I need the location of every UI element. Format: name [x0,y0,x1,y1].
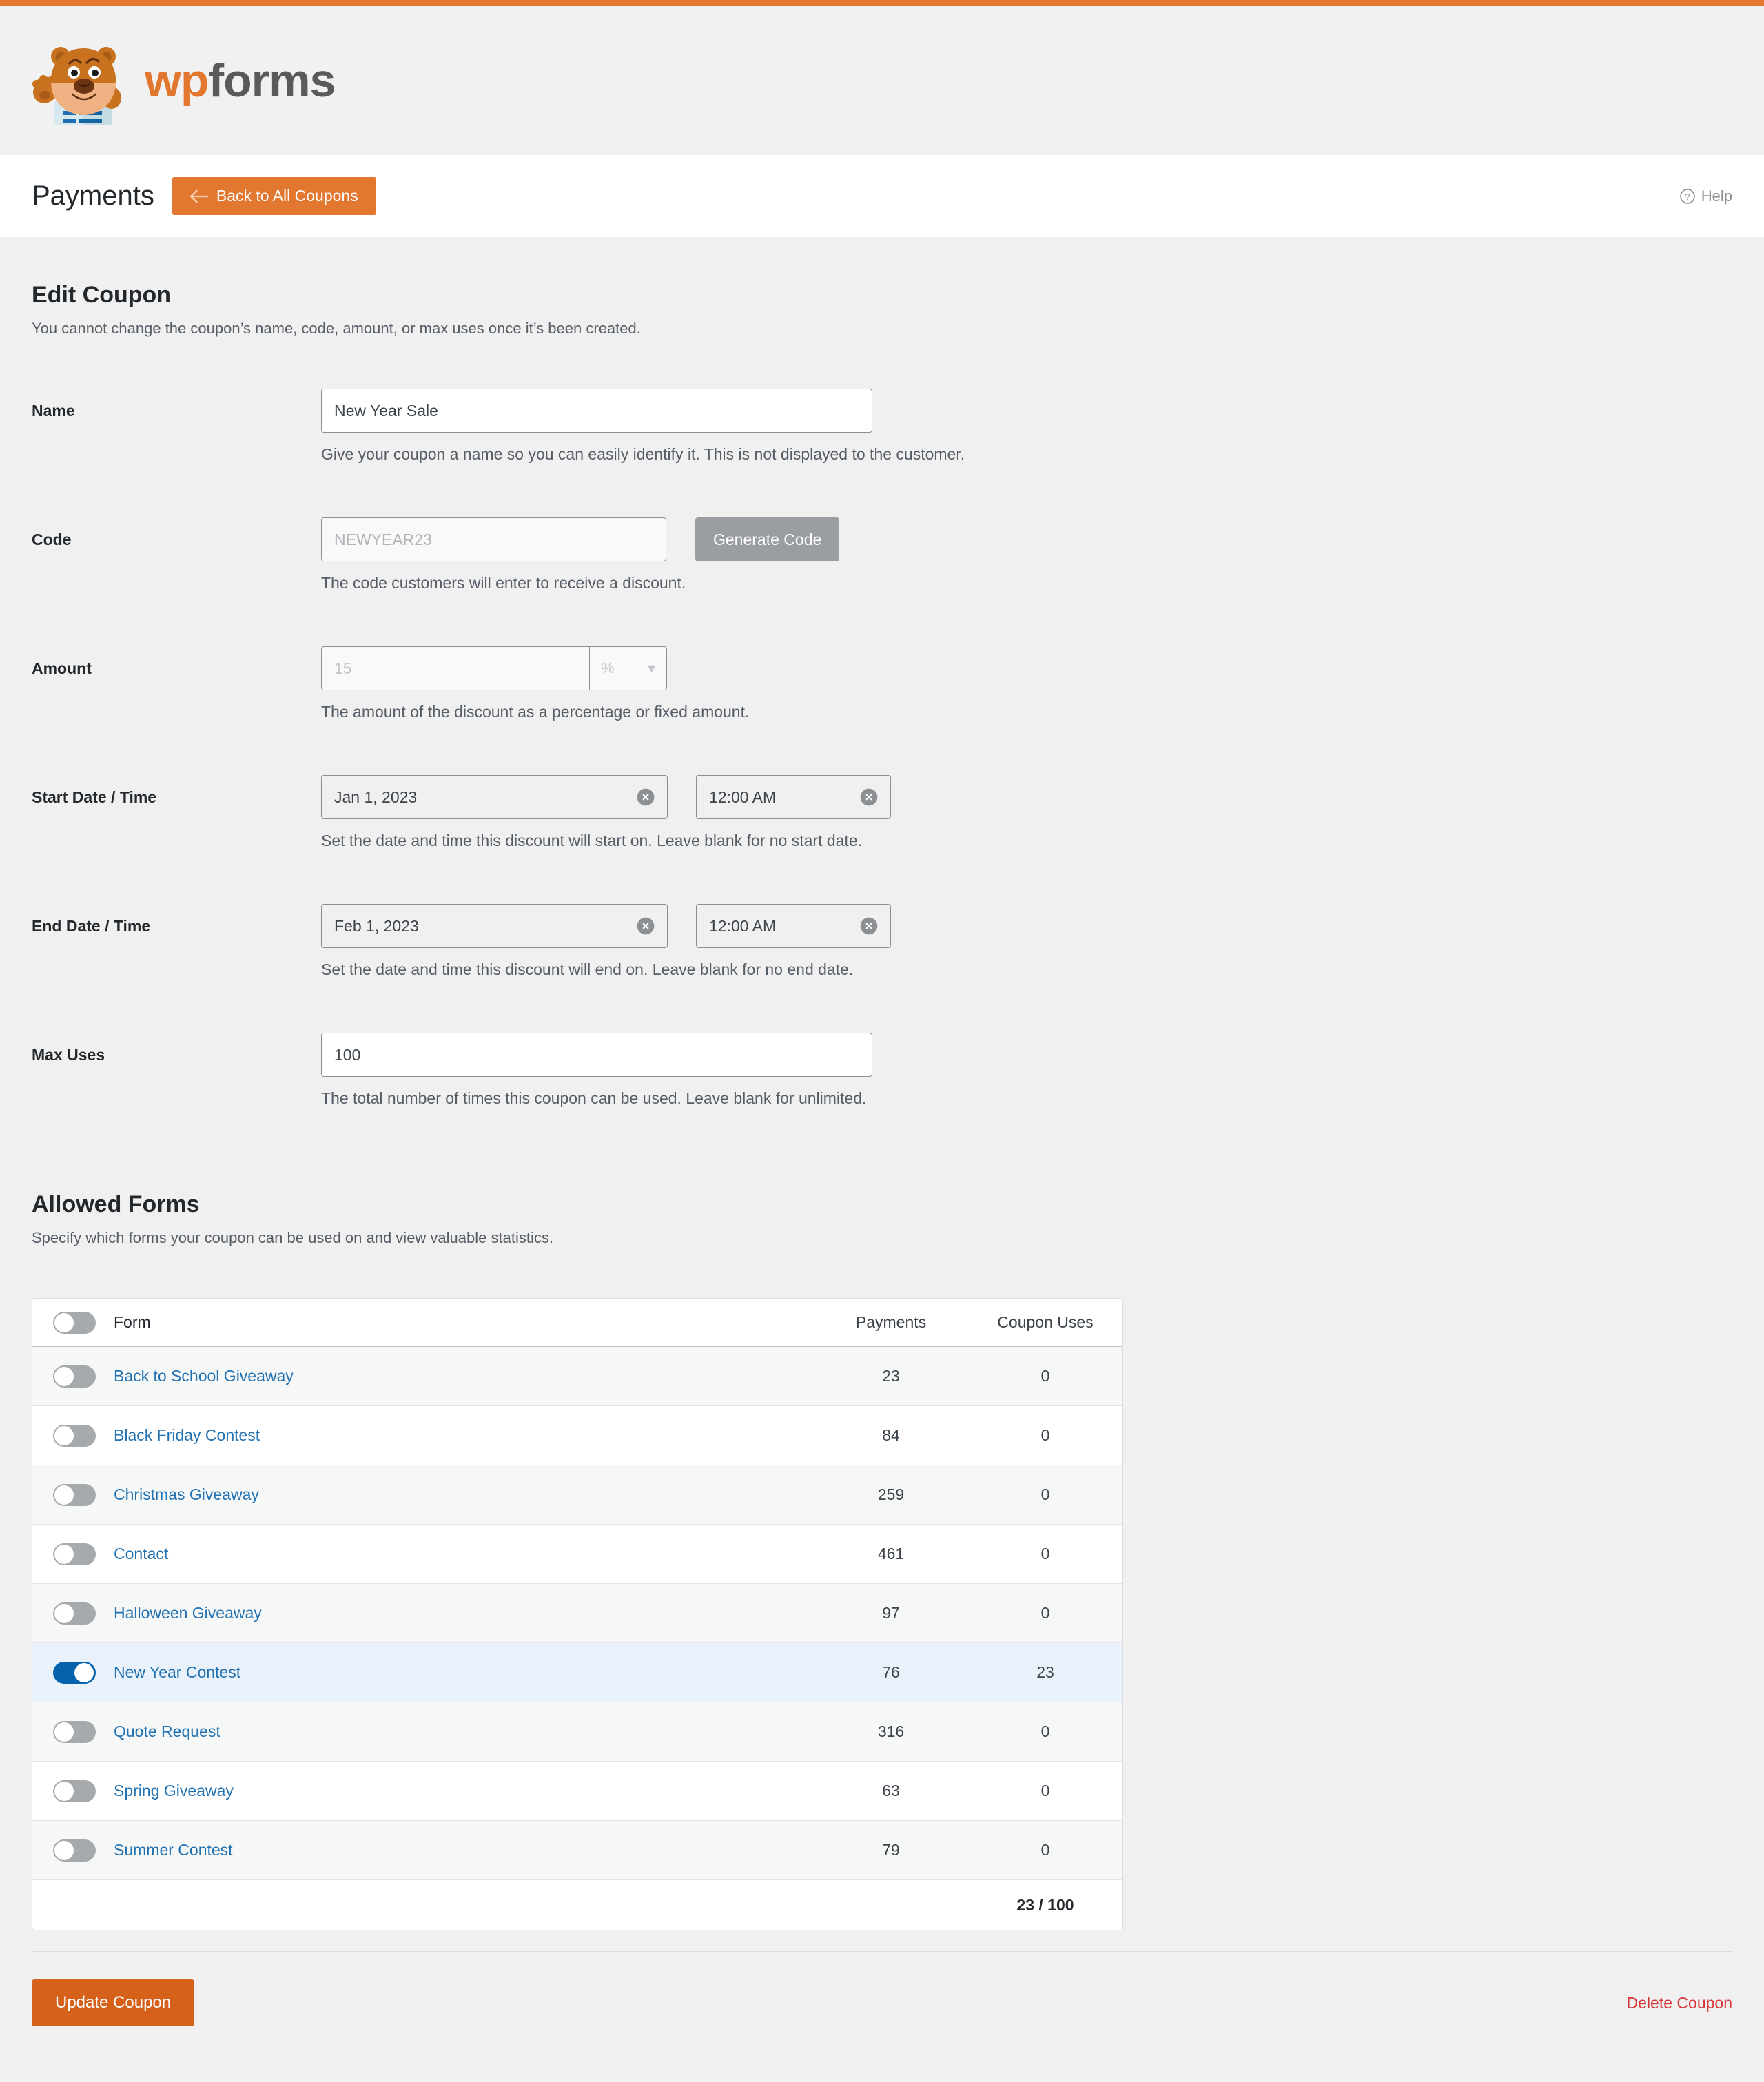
svg-text:?: ? [1685,192,1690,202]
